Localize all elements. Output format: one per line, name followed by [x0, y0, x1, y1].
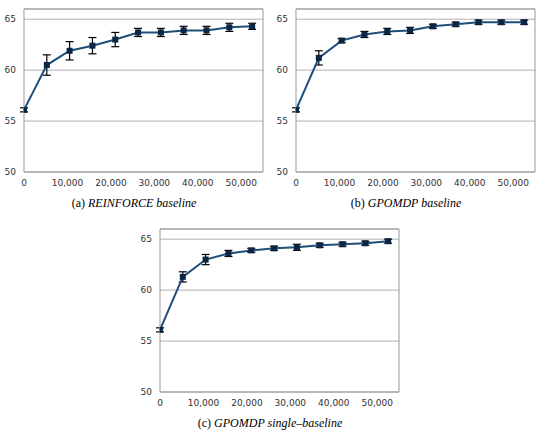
svg-text:60: 60	[8, 65, 16, 75]
svg-text:50,000: 50,000	[498, 178, 530, 188]
svg-text:0: 0	[293, 178, 299, 188]
svg-text:65: 65	[141, 234, 152, 244]
svg-text:10,000: 10,000	[324, 178, 356, 188]
svg-text:10,000: 10,000	[52, 178, 84, 188]
svg-text:55: 55	[8, 116, 16, 126]
html-text:(c) GPOMDP single–baseline: (c) GPOMDP single–baseline	[197, 416, 343, 430]
svg-text:55: 55	[277, 116, 288, 126]
svg-text:60: 60	[141, 285, 153, 295]
svg-text:50: 50	[8, 167, 16, 177]
html-text:(a) REINFORCE baseline: (a) REINFORCE baseline	[71, 196, 197, 210]
svg-text:40,000: 40,000	[318, 398, 350, 408]
svg-text:20,000: 20,000	[367, 178, 399, 188]
svg-text:30,000: 30,000	[275, 398, 307, 408]
svg-text:20,000: 20,000	[95, 178, 127, 188]
svg-text:20,000: 20,000	[231, 398, 263, 408]
html-text:(b) GPOMDP baseline: (b) GPOMDP baseline	[350, 196, 462, 210]
svg-text:50,000: 50,000	[226, 178, 258, 188]
svg-text:55: 55	[141, 336, 152, 346]
svg-text:65: 65	[277, 14, 288, 24]
svg-text:50: 50	[141, 387, 153, 397]
svg-text:30,000: 30,000	[139, 178, 171, 188]
svg-text:50,000: 50,000	[362, 398, 394, 408]
svg-text:50: 50	[277, 167, 289, 177]
svg-text:0: 0	[157, 398, 163, 408]
svg-text:40,000: 40,000	[454, 178, 486, 188]
svg-text:30,000: 30,000	[411, 178, 443, 188]
svg-text:40,000: 40,000	[182, 178, 214, 188]
svg-text:0: 0	[21, 178, 27, 188]
svg-text:65: 65	[8, 14, 16, 24]
svg-text:60: 60	[277, 65, 289, 75]
svg-text:10,000: 10,000	[188, 398, 220, 408]
